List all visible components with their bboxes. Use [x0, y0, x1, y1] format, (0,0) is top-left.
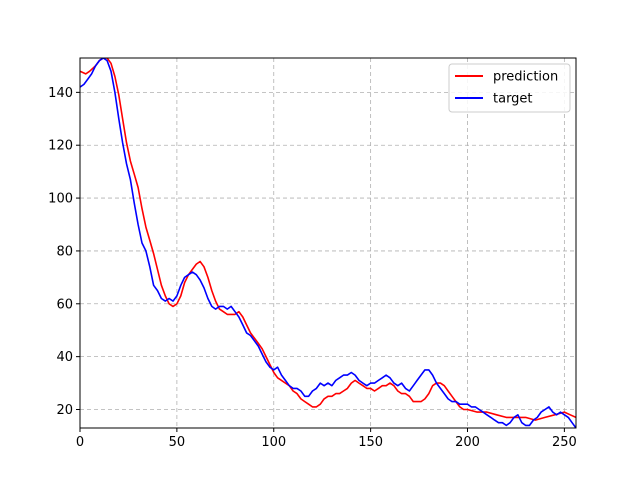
y-axis-ticks: 20 40 60 80 100 120 140	[48, 86, 80, 418]
y-tick-label: 20	[56, 403, 73, 418]
x-tick-label: 50	[169, 435, 186, 450]
y-tick-label: 140	[48, 86, 73, 101]
y-tick-label: 60	[56, 297, 73, 312]
legend-label-prediction: prediction	[493, 70, 558, 85]
series-line-prediction	[80, 58, 576, 421]
legend-label-target: target	[493, 92, 533, 107]
x-tick-label: 0	[76, 435, 84, 450]
x-tick-label: 200	[455, 435, 480, 450]
x-tick-label: 250	[552, 435, 577, 450]
series-line-target	[80, 58, 576, 428]
x-tick-label: 150	[358, 435, 383, 450]
x-tick-label: 100	[261, 435, 286, 450]
y-tick-label: 80	[56, 244, 73, 259]
y-tick-label: 100	[48, 192, 73, 207]
y-tick-label: 120	[48, 139, 73, 154]
x-axis-ticks: 0 50 100 150 200 250	[76, 428, 577, 450]
y-tick-label: 40	[56, 350, 73, 365]
plot-frame	[79, 57, 577, 429]
legend: prediction target	[448, 63, 571, 113]
series-layer	[80, 58, 576, 428]
plot-background	[80, 58, 576, 428]
